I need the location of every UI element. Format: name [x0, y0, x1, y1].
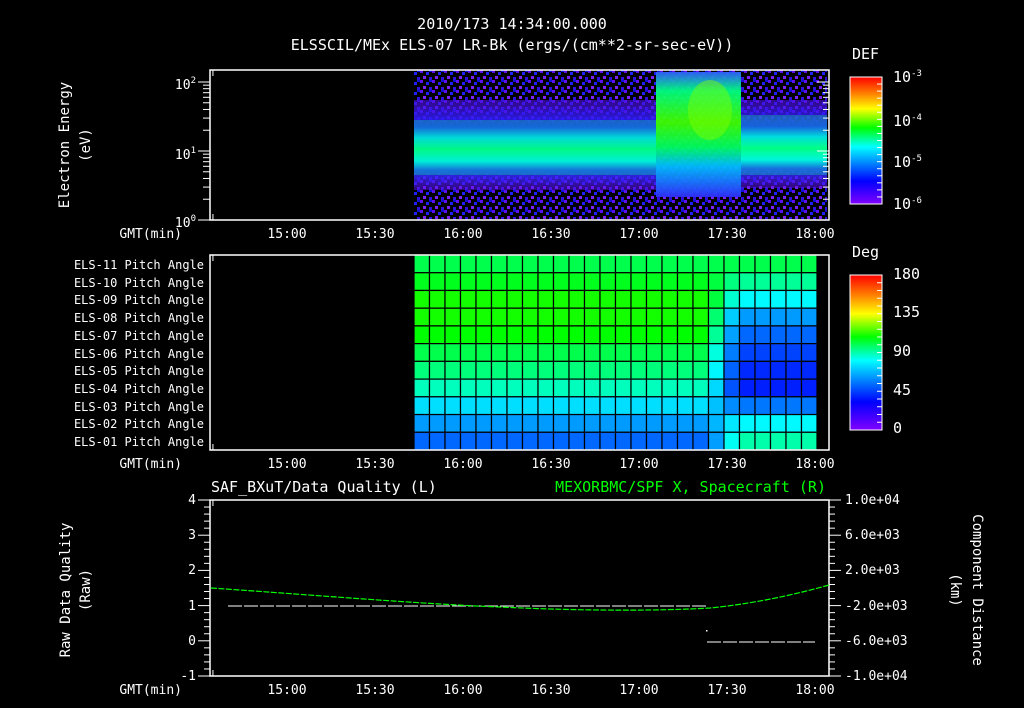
distance-ytick: -1.0e+04	[845, 669, 908, 684]
quality-title: SAF_BXuT/Data Quality (L)	[211, 478, 437, 496]
distance-ytick: 6.0e+03	[845, 528, 900, 543]
pitch-row-label: ELS-06 Pitch Angle	[73, 346, 204, 361]
pitch-xlabel: GMT(min)	[119, 457, 182, 472]
pitch-row-label: ELS-02 Pitch Angle	[73, 417, 204, 432]
deg-cbar-label: 135	[893, 303, 921, 321]
p1-xtick: 15:30	[355, 227, 395, 242]
energy-ytick-100: 102	[174, 76, 196, 93]
line-xlabel: GMT(min)	[119, 683, 182, 698]
distance-ytick: 2.0e+03	[845, 563, 900, 578]
def-colorbar-title: DEF	[852, 45, 880, 63]
p3-xtick: 18:00	[795, 683, 835, 698]
quality-ytick: 2	[188, 563, 196, 578]
energy-ylabel: Electron Energy	[57, 81, 73, 209]
distance-ylabel: Component Distance	[969, 514, 985, 666]
p2-xtick: 15:00	[267, 457, 307, 472]
p2-xtick: 17:30	[707, 457, 747, 472]
pitch-row-label: ELS-08 Pitch Angle	[73, 311, 204, 326]
deg-cbar-label: 45	[893, 381, 912, 399]
p1-xtick: 16:30	[531, 227, 571, 242]
deg-cbar-label: 90	[893, 342, 912, 360]
def-colorbar	[849, 76, 883, 205]
quality-ylabel: Raw Data Quality	[58, 522, 74, 658]
quality-ylabel-unit: (Raw)	[78, 568, 94, 612]
def-cbar-label: 10-6	[893, 195, 922, 213]
spacecraft-title: MEXORBMC/SPF X, Spacecraft (R)	[555, 478, 826, 496]
p3-xtick: 16:00	[443, 683, 483, 698]
distance-ylabel-unit: (km)	[947, 573, 963, 607]
pitch-row-label: ELS-09 Pitch Angle	[73, 293, 204, 308]
p2-xtick: 17:00	[619, 457, 659, 472]
pitch-row-label: ELS-01 Pitch Angle	[73, 435, 204, 449]
distance-ytick: -6.0e+03	[845, 634, 908, 649]
p3-xtick: 16:30	[531, 683, 571, 698]
p1-xtick: 17:00	[619, 227, 659, 242]
plot-timestamp: 2010/173 14:34:00.000	[417, 15, 607, 33]
p3-xtick: 15:00	[267, 683, 307, 698]
distance-ytick: 1.0e+04	[845, 493, 900, 508]
def-cbar-label: 10-3	[893, 68, 922, 86]
pitch-row-label: ELS-10 Pitch Angle	[73, 275, 204, 290]
def-cbar-label: 10-4	[893, 112, 922, 130]
energy-ytick-1: 100	[174, 214, 196, 231]
deg-colorbar-title: Deg	[852, 243, 880, 261]
distance-ytick: -2.0e+03	[845, 599, 908, 614]
p1-xtick: 15:00	[267, 227, 307, 242]
quality-ytick: 1	[188, 599, 196, 614]
quality-ytick: 3	[188, 528, 196, 543]
deg-cbar-label: 0	[893, 419, 903, 437]
p2-xtick: 15:30	[355, 457, 395, 472]
plot-subtitle: ELSSCIL/MEx ELS-07 LR-Bk (ergs/(cm**2-sr…	[290, 36, 734, 54]
deg-colorbar	[849, 274, 883, 431]
p1-xtick: 18:00	[795, 227, 835, 242]
pitch-row-label: ELS-04 Pitch Angle	[73, 381, 204, 396]
pitch-row-label: ELS-11 Pitch Angle	[73, 258, 204, 272]
energy-spectrogram	[414, 70, 827, 220]
energy-ylabel-unit: (eV)	[78, 128, 94, 162]
pitch-row-label: ELS-03 Pitch Angle	[73, 399, 204, 414]
p2-xtick: 18:00	[795, 457, 835, 472]
spacecraft-x-line	[210, 584, 830, 611]
p3-xtick: 15:30	[355, 683, 395, 698]
deg-cbar-label: 180	[893, 265, 921, 283]
quality-ytick: 0	[188, 634, 196, 649]
pitch-angle-grid	[413, 254, 818, 451]
quality-ytick: 4	[188, 493, 196, 508]
quality-ytick: -1	[180, 669, 196, 684]
pitch-row-label: ELS-07 Pitch Angle	[73, 328, 204, 343]
p3-xtick: 17:00	[619, 683, 659, 698]
p1-xtick: 17:30	[707, 227, 747, 242]
pitch-row-label: ELS-05 Pitch Angle	[73, 364, 204, 379]
def-cbar-label: 10-5	[893, 153, 922, 171]
p2-xtick: 16:00	[443, 457, 483, 472]
energy-xlabel: GMT(min)	[119, 227, 182, 242]
energy-ytick-10: 101	[174, 146, 196, 163]
p1-xtick: 16:00	[443, 227, 483, 242]
p3-xtick: 17:30	[707, 683, 747, 698]
p2-xtick: 16:30	[531, 457, 571, 472]
